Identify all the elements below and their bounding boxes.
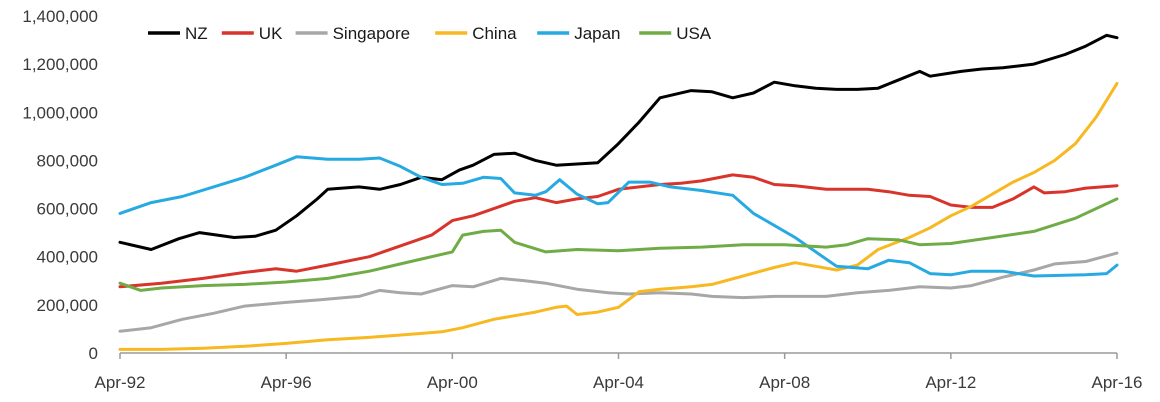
- y-axis-ticks: 0 200,000 400,000 600,000 800,000 1,000,000 1,…: [22, 7, 98, 363]
- legend-label: USA: [676, 24, 712, 43]
- y-tick-label: 0: [89, 344, 98, 363]
- y-tick-label: 400,000: [37, 248, 98, 267]
- y-tick-label: 800,000: [37, 151, 98, 170]
- y-tick-label: 1,200,000: [22, 55, 98, 74]
- legend-label: Singapore: [333, 24, 411, 43]
- series-line-usa: [118, 197, 1119, 292]
- legend-label: NZ: [185, 24, 208, 43]
- x-tick-label: Apr-92: [94, 373, 145, 392]
- x-tick-label: Apr-04: [593, 373, 644, 392]
- x-tick-label: Apr-96: [261, 373, 312, 392]
- y-tick-label: 1,400,000: [22, 7, 98, 26]
- legend-label: Japan: [574, 24, 620, 43]
- series-lines: [118, 33, 1119, 351]
- x-tick-label: Apr-00: [427, 373, 478, 392]
- y-tick-label: 600,000: [37, 200, 98, 219]
- x-axis-ticks: Apr-92 Apr-96 Apr-00 Apr-04 Apr-08 Apr-12 Apr-…: [94, 353, 1143, 392]
- legend-label: China: [472, 24, 517, 43]
- y-tick-label: 1,000,000: [22, 103, 98, 122]
- legend: NZ UK Singapore China Japan USA: [148, 24, 712, 43]
- series-line-nz: [118, 33, 1119, 251]
- x-tick-label: Apr-08: [759, 373, 810, 392]
- x-tick-label: Apr-12: [925, 373, 976, 392]
- y-tick-label: 200,000: [37, 296, 98, 315]
- series-line-japan: [118, 155, 1119, 278]
- x-tick-label: Apr-16: [1091, 373, 1142, 392]
- series-line-singapore: [118, 251, 1119, 333]
- series-line-china: [118, 81, 1119, 351]
- legend-label: UK: [259, 24, 283, 43]
